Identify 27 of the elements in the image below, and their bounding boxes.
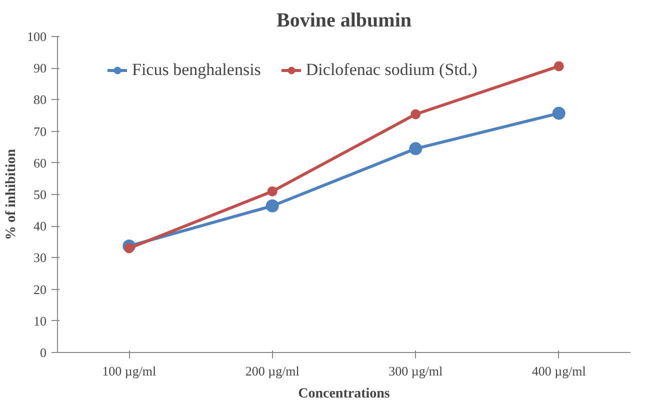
y-tick-label: 90 [34, 60, 46, 76]
y-axis-title: % of inhibition [4, 148, 19, 240]
x-tick-label: 300 µg/ml [388, 364, 444, 378]
y-tick-label: 40 [34, 218, 46, 234]
y-tick-label: 10 [34, 313, 46, 328]
point [409, 142, 422, 156]
x-tick-label: 200 µg/ml [245, 364, 300, 378]
point [410, 109, 421, 120]
point [124, 243, 134, 254]
legend-label: Ficus benghalensis [132, 60, 261, 80]
x-tick-label: 400 µg/ml [532, 364, 586, 378]
chart-title: Bovine albumin [276, 10, 412, 32]
y-tick-label: 60 [34, 155, 46, 170]
y-tick-label: 0 [40, 345, 46, 360]
y-tick-label: 50 [34, 187, 46, 202]
y-tick-label: 100 [27, 29, 46, 44]
x-axis-title: Concentrations [298, 386, 390, 402]
point [266, 199, 279, 212]
point [552, 106, 566, 120]
y-tick-label: 20 [34, 282, 46, 297]
x-tick-label: 100 µg/ml [102, 364, 157, 378]
point [554, 61, 564, 72]
y-tick-label: 30 [34, 250, 46, 266]
y-tick-label: 70 [34, 124, 46, 139]
point [267, 186, 278, 196]
y-tick-label: 80 [34, 92, 46, 108]
legend-label: Diclofenac sodium (Std.) [306, 60, 478, 80]
